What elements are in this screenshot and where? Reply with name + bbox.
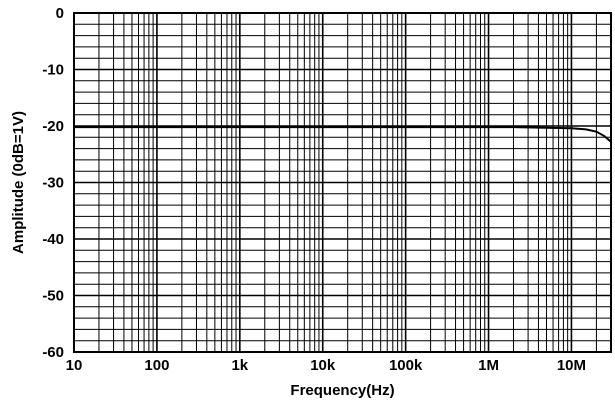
x-tick-label: 1M [478, 357, 499, 374]
x-tick-label: 10M [557, 357, 586, 374]
y-tick-labels: 0 -10 -20 -30 -40 -50 -60 [42, 5, 64, 361]
y-tick-label: -30 [42, 175, 64, 192]
y-axis-title: Amplitude (0dB=1V) [10, 111, 27, 254]
x-tick-label: 100k [389, 357, 423, 374]
series-line-amplitude [74, 126, 612, 143]
x-tick-label: 10k [310, 357, 336, 374]
x-tick-label: 10 [66, 357, 83, 374]
y-tick-label: -40 [42, 231, 64, 248]
plot-frame [73, 12, 612, 353]
y-tick-label: -20 [42, 118, 64, 135]
x-axis-title: Frequency(Hz) [290, 382, 394, 399]
x-tick-labels: 10 100 1k 10k 100k 1M 10M [66, 357, 586, 374]
x-tick-label: 1k [231, 357, 248, 374]
y-tick-label: -60 [42, 344, 64, 361]
x-tick-label: 100 [144, 357, 169, 374]
major-gridlines [74, 13, 611, 352]
y-tick-label: 0 [56, 5, 64, 22]
y-tick-label: -50 [42, 288, 64, 305]
y-tick-label: -10 [42, 62, 64, 79]
